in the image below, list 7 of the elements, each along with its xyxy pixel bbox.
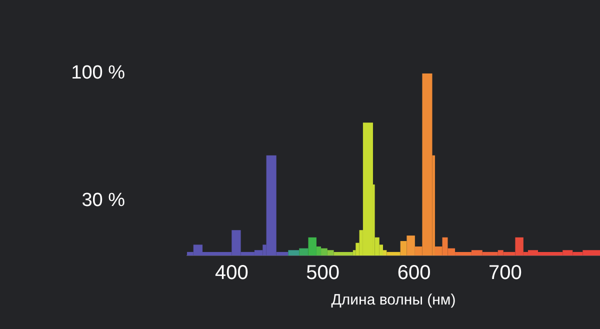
y-tick-label: 30 % [82,190,126,212]
y-tick-label: 100 % [71,62,126,84]
x-tick-label: 500 [306,262,340,284]
x-tick-label: 400 [214,262,248,284]
x-tick-label: 700 [488,262,522,284]
x-tick-label: 600 [397,262,431,284]
x-axis-title: Длина волны (нм) [331,292,456,309]
